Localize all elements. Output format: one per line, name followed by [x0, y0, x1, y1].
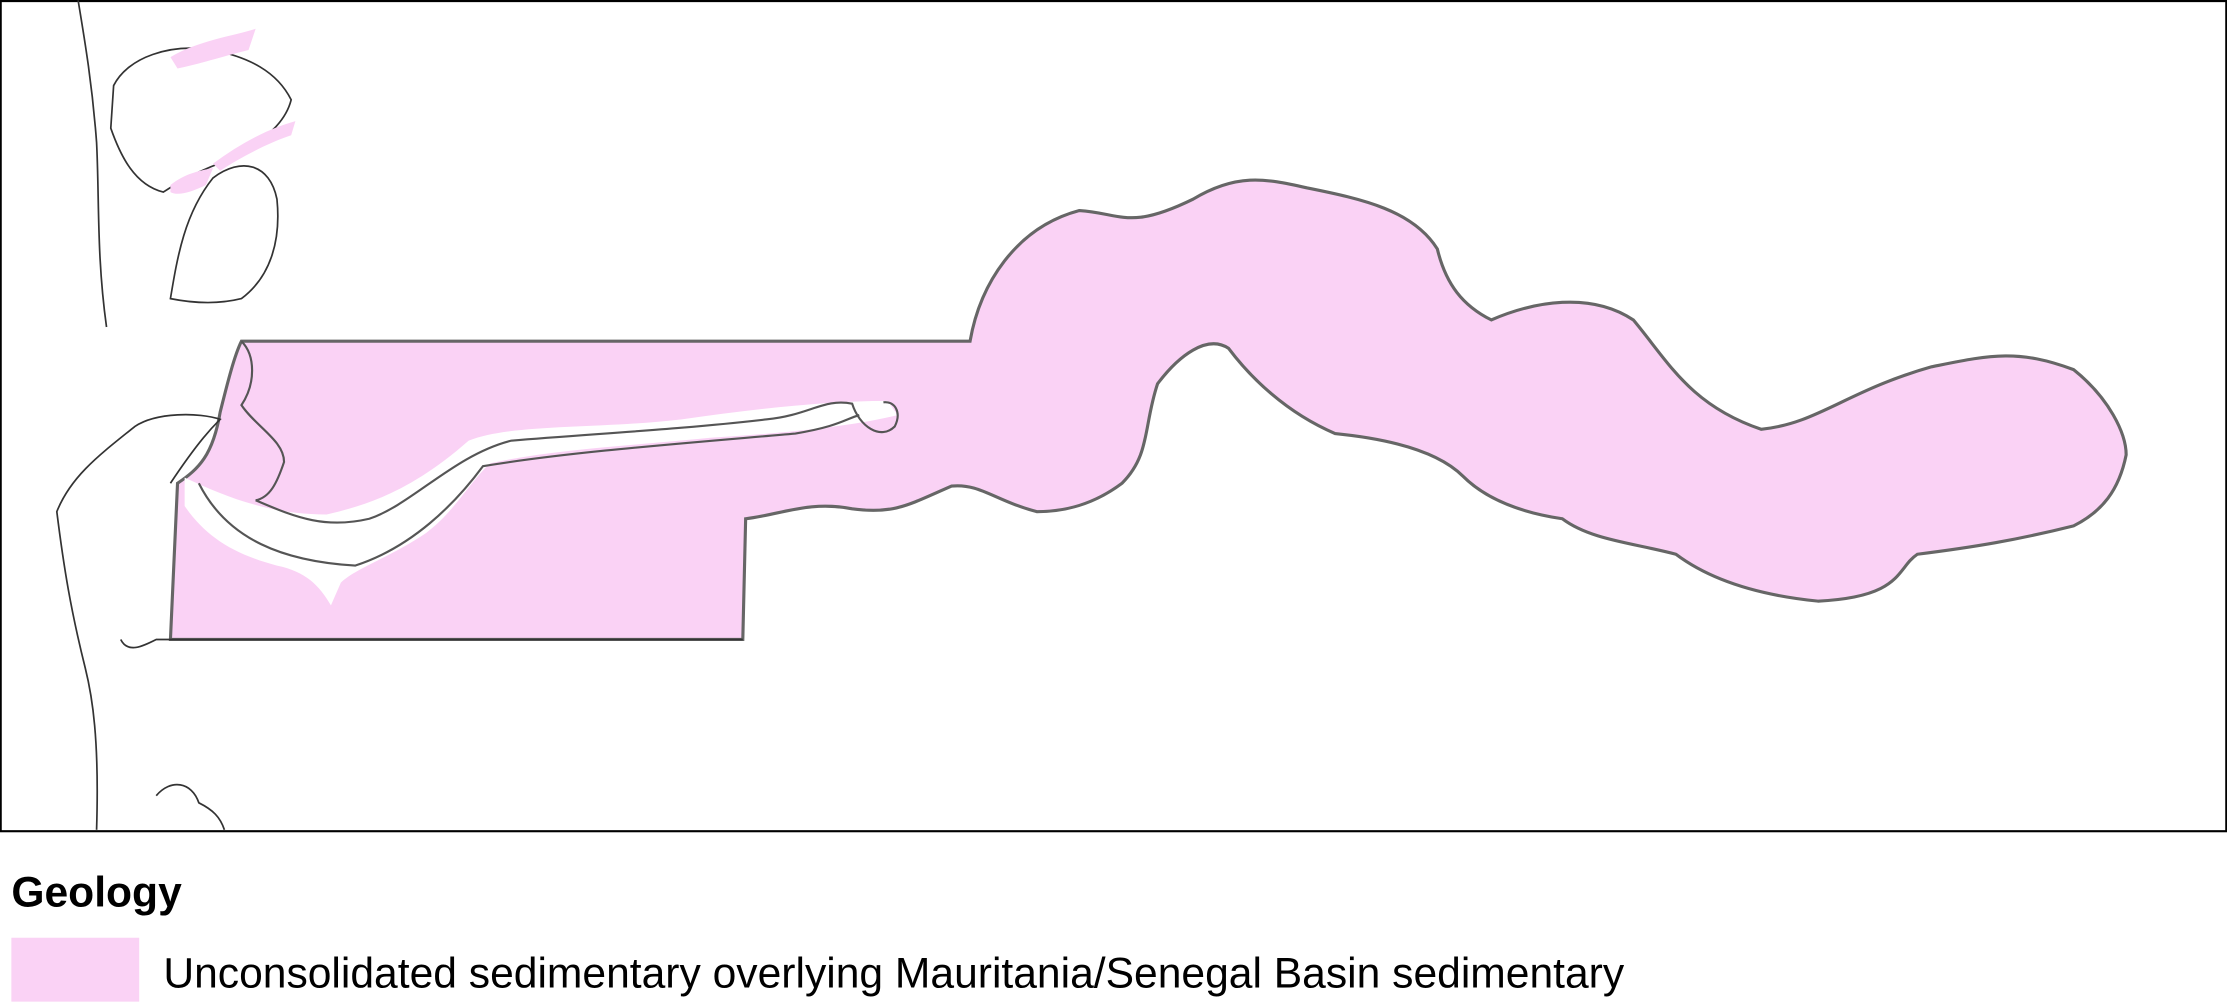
legend-swatch — [11, 937, 140, 1002]
border-line — [119, 638, 743, 831]
coastline — [55, 413, 222, 830]
legend-title: Geology — [11, 868, 182, 916]
river-line — [255, 401, 899, 524]
legend-label: Unconsolidated sedimentary overlying Mau… — [163, 949, 1625, 997]
geology-fragment — [170, 28, 296, 194]
legend: Geology Unconsolidated sedimentary overl… — [11, 868, 1625, 1002]
map-content — [55, 0, 2128, 831]
river-line — [197, 414, 860, 567]
river-channel — [184, 400, 898, 606]
geology-region — [168, 178, 2128, 642]
coastline — [77, 0, 279, 328]
coastline — [240, 340, 286, 502]
